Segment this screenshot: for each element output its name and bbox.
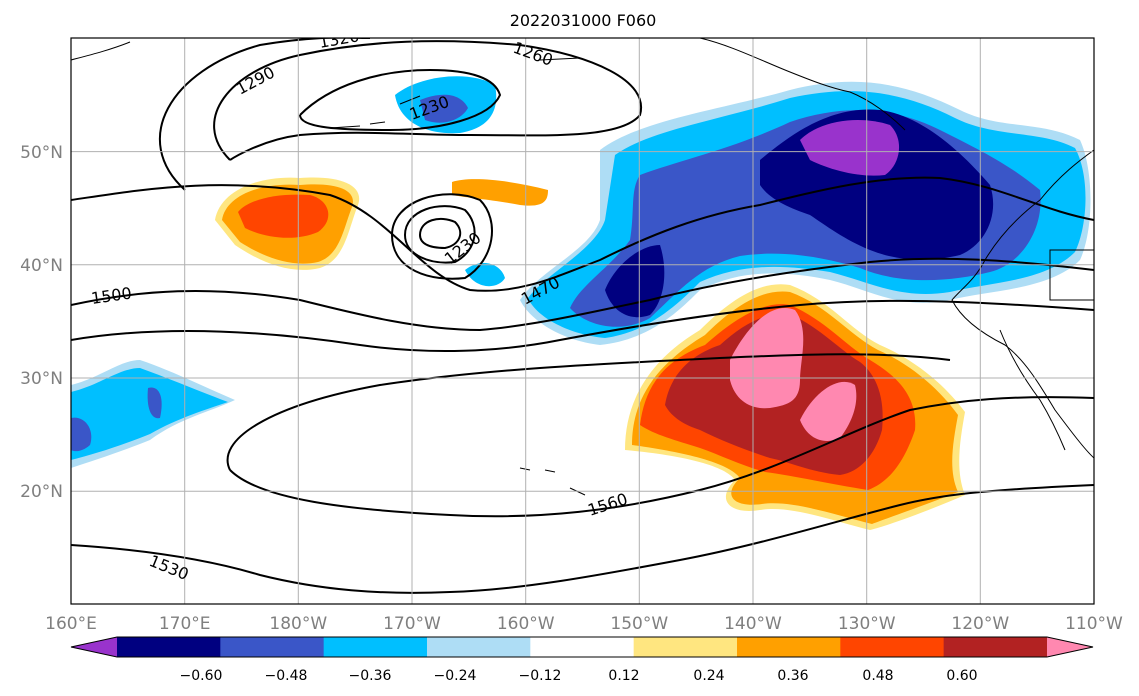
colorbar-segment [530, 637, 635, 657]
height-contours [71, 38, 1094, 594]
colorbar-segment [943, 637, 1048, 657]
lon-tick: 120°W [951, 614, 1009, 634]
contour-cutoff-1 [419, 217, 462, 250]
lon-tick: 170°E [159, 614, 211, 634]
contour-cutoff-3 [391, 193, 493, 280]
colorbar-extend-high [1047, 637, 1093, 657]
colorbar-extend-low [71, 637, 117, 657]
contour-1320 [158, 38, 370, 191]
graticule [71, 38, 1094, 604]
colorbar [70, 636, 1094, 658]
field-cyan-west [71, 368, 228, 460]
colorbar-segment [117, 637, 221, 657]
lat-tick-labels: 20°N 30°N 40°N 50°N [20, 143, 63, 502]
coast-north-america [951, 149, 1094, 459]
colorbar-tick: −0.60 [180, 668, 223, 684]
field-blue-aleutian [420, 94, 468, 123]
coast-baja [999, 329, 1066, 451]
colorbar-segment [427, 637, 531, 657]
colorbar-tick: 0.36 [777, 668, 808, 684]
colorbar-tick-labels: −0.60 −0.48 −0.36 −0.24 −0.12 0.12 0.24 … [180, 668, 978, 684]
field-pink-sub [730, 308, 804, 409]
colorbar-tick: −0.36 [349, 668, 392, 684]
colorbar-segment [633, 637, 738, 657]
colorbar-tick: −0.24 [434, 668, 477, 684]
field-cyan-cutoff [465, 263, 505, 287]
lat-tick: 30°N [20, 369, 63, 389]
colorbar-segment [220, 637, 325, 657]
lon-tick: 150°W [610, 614, 668, 634]
contour-1290 [213, 40, 643, 161]
lon-tick: 180°W [269, 614, 327, 634]
contour-1470 [71, 176, 1094, 292]
lon-tick: 130°W [838, 614, 896, 634]
field-blue-west [71, 417, 92, 452]
colorbar-tick: 0.12 [608, 668, 639, 684]
colorbar-segment [840, 637, 945, 657]
lat-tick: 40°N [20, 256, 63, 276]
lon-tick: 110°W [1065, 614, 1123, 634]
colorbar-tick: −0.12 [519, 668, 562, 684]
contour-cutoff-2 [404, 205, 476, 264]
field-red-dateline [238, 194, 329, 238]
contour-1560 [226, 353, 1094, 518]
colorbar-tick: −0.48 [265, 668, 308, 684]
positive-anomaly-fields [215, 177, 965, 530]
colorbar-outline [70, 636, 1094, 658]
lat-tick: 50°N [20, 143, 63, 163]
lon-tick: 160°E [45, 614, 97, 634]
field-purple-ne [800, 120, 900, 176]
contour-1530 [71, 299, 1094, 353]
lon-tick: 170°W [383, 614, 441, 634]
lon-tick: 160°W [497, 614, 555, 634]
lon-tick-labels: 160°E 170°E 180°W 170°W 160°W 150°W 140°… [45, 614, 1123, 634]
coast-us-border [1049, 249, 1094, 301]
negative-anomaly-fields [71, 76, 1091, 468]
lat-tick: 20°N [20, 482, 63, 502]
field-orange-north [452, 179, 548, 206]
colorbar-tick: 0.48 [862, 668, 893, 684]
field-pink-sub-2 [800, 381, 857, 441]
contour-1530-south [71, 484, 1094, 594]
map-frame [70, 37, 1095, 605]
colorbar-segment [323, 637, 428, 657]
coastlines [71, 38, 1094, 496]
colorbar-segment [737, 637, 841, 657]
contour-1260 [299, 68, 502, 132]
colorbar-tick: 0.24 [693, 668, 724, 684]
contour-1500 [71, 257, 1094, 332]
colorbar-tick: 0.60 [946, 668, 977, 684]
coast-aleutians [329, 57, 581, 129]
field-blue-west-2 [147, 387, 162, 419]
figure-title: 2022031000 F060 [510, 11, 657, 30]
map-area: 1290 1320 1260 1230 1230 1260 1470 1500 … [71, 38, 1094, 604]
coast-alaska [699, 38, 906, 131]
lon-tick: 140°W [724, 614, 782, 634]
coast-russia [71, 41, 131, 61]
